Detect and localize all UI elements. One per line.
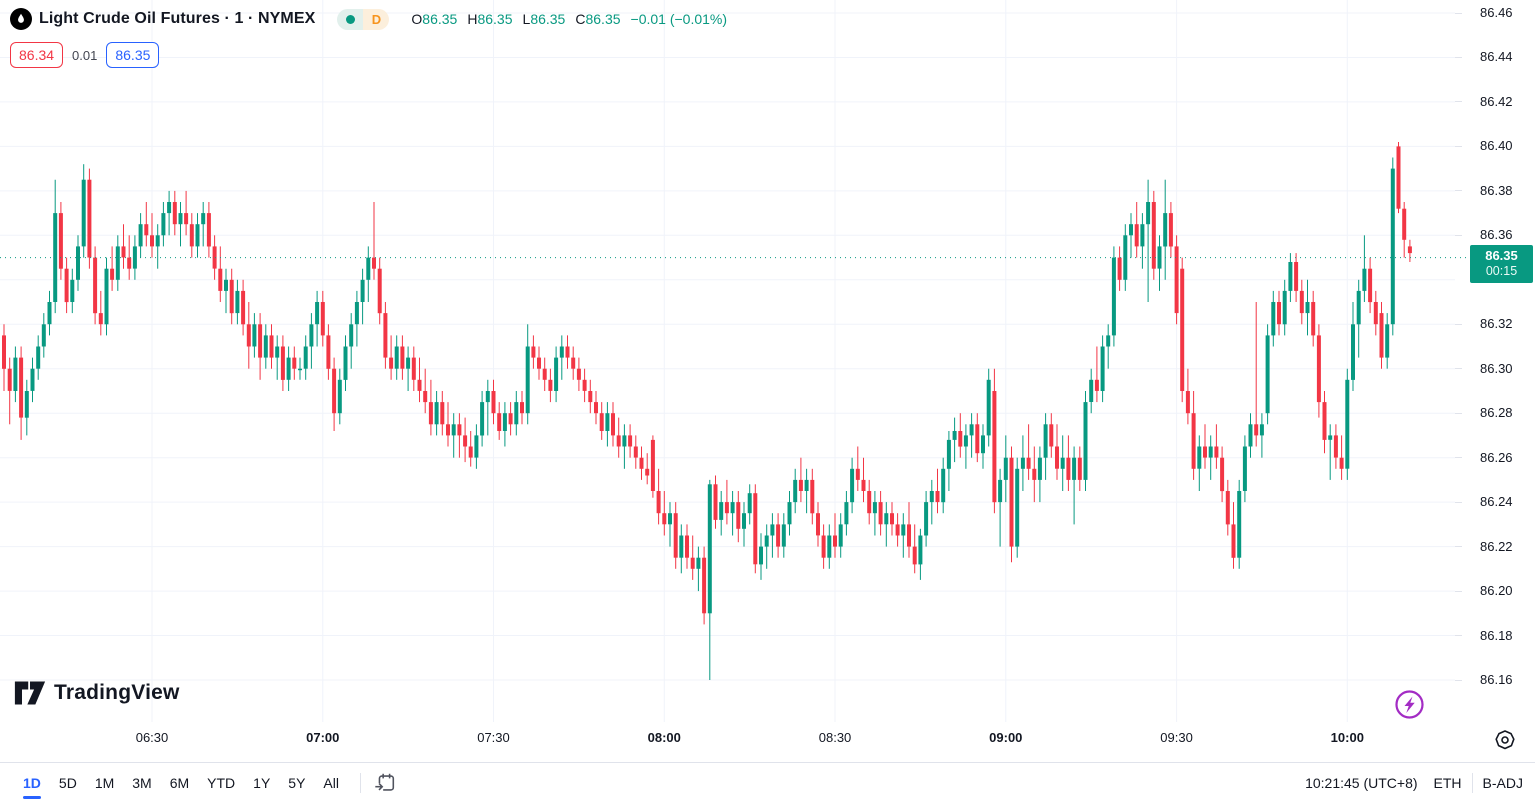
- range-all-button[interactable]: All: [323, 774, 339, 791]
- clock-button[interactable]: 10:21:45 (UTC+8): [1305, 774, 1418, 791]
- price-axis-label: 86.18: [1480, 627, 1513, 643]
- current-price-value: 86.35: [1485, 247, 1518, 263]
- interval-badge[interactable]: D: [363, 8, 390, 30]
- time-axis-label: 09:00: [989, 730, 1023, 745]
- symbol-title[interactable]: Light Crude Oil Futures · 1 · NYMEX: [39, 10, 316, 27]
- bid-price-button[interactable]: 86.34: [10, 42, 64, 68]
- high-value: 86.35: [477, 11, 513, 27]
- open-value: 86.35: [422, 11, 458, 27]
- price-axis-label: 86.30: [1480, 360, 1513, 376]
- price-axis-label: 86.32: [1480, 316, 1513, 332]
- price-axis-label: 86.38: [1480, 182, 1513, 198]
- price-axis-tick: [1455, 635, 1462, 637]
- price-axis-tick: [1455, 56, 1462, 58]
- spread-value: 0.01: [72, 47, 98, 63]
- price-axis-tick: [1455, 234, 1462, 236]
- time-axis-label: 08:00: [647, 730, 681, 745]
- date-range-row: 1D 5D 1M 3M 6M YTD 1Y 5Y All: [0, 769, 399, 799]
- range-1y-button[interactable]: 1Y: [253, 774, 271, 791]
- range-1d-button[interactable]: 1D: [16, 769, 48, 799]
- range-6m-button[interactable]: 6M: [169, 774, 190, 791]
- price-axis-label: 86.44: [1480, 49, 1513, 65]
- range-1m-button[interactable]: 1M: [94, 774, 115, 791]
- price-axis-tick: [1455, 412, 1462, 414]
- price-axis-tick: [1455, 546, 1462, 548]
- price-axis-tick: [1455, 101, 1462, 103]
- price-axis-tick: [1455, 323, 1462, 325]
- time-axis-label: 10:00: [1330, 730, 1364, 745]
- range-5d-button[interactable]: 5D: [58, 774, 77, 791]
- toolbar-divider: [1471, 772, 1473, 793]
- current-price-tag[interactable]: 86.35 00:15: [1470, 244, 1533, 283]
- footer-right: 10:21:45 (UTC+8) ETH B-ADJ: [1305, 772, 1535, 793]
- price-axis-tick: [1455, 501, 1462, 503]
- toolbar-divider: [359, 772, 361, 793]
- price-axis-tick: [1455, 12, 1462, 14]
- tradingview-glyph-icon: [14, 681, 46, 705]
- tradingview-logo-text: TradingView: [54, 681, 180, 704]
- close-label: C: [575, 11, 586, 27]
- price-axis-label: 86.22: [1480, 538, 1513, 554]
- price-axis-tick: [1455, 590, 1462, 592]
- go-to-date-button[interactable]: [371, 770, 399, 796]
- range-5y-button[interactable]: 5Y: [288, 774, 306, 791]
- session-eth-button[interactable]: ETH: [1433, 774, 1462, 791]
- change-value: −0.01 (−0.01%): [630, 11, 728, 27]
- price-axis-label: 86.20: [1480, 583, 1513, 599]
- price-axis-tick: [1455, 457, 1462, 459]
- price-axis-label: 86.46: [1480, 5, 1513, 20]
- price-axis[interactable]: 86.35 00:15 86.46 86.44 86.42 86.40 86.38 86.…: [1455, 0, 1535, 760]
- price-axis-tick: [1455, 679, 1462, 681]
- lightning-mode-button[interactable]: [1394, 689, 1425, 720]
- open-label: O: [411, 11, 423, 27]
- tradingview-logo[interactable]: TradingView: [14, 680, 180, 706]
- price-axis-label: 86.26: [1480, 449, 1513, 465]
- market-open-dot-icon[interactable]: [337, 8, 364, 30]
- range-3m-button[interactable]: 3M: [132, 774, 152, 791]
- low-value: 86.35: [530, 11, 566, 27]
- range-ytd-button[interactable]: YTD: [207, 774, 236, 791]
- price-axis-tick: [1455, 190, 1462, 192]
- bottom-toolbar: 1D 5D 1M 3M 6M YTD 1Y 5Y All 10:21:45 (UTC+8) ET…: [0, 762, 1535, 802]
- high-label: H: [467, 11, 478, 27]
- price-axis-label: 86.24: [1480, 494, 1513, 510]
- adjustment-badj-button[interactable]: B-ADJ: [1482, 774, 1523, 791]
- price-axis-label: 86.36: [1480, 227, 1513, 243]
- ask-price-button[interactable]: 86.35: [106, 42, 160, 68]
- oil-drop-icon: [10, 8, 32, 30]
- time-axis-label: 07:00: [306, 730, 340, 745]
- time-axis-label: 08:30: [818, 730, 852, 745]
- price-axis-label: 86.40: [1480, 138, 1513, 154]
- price-scale-settings-icon[interactable]: [1494, 729, 1516, 751]
- time-axis[interactable]: 06:30 07:00 07:30 08:00 08:30 09:00 09:30 10:00: [0, 724, 1535, 760]
- time-axis-label: 09:30: [1160, 730, 1193, 745]
- price-axis-label: 86.28: [1480, 405, 1513, 421]
- time-axis-label: 06:30: [135, 730, 169, 745]
- price-axis-tick: [1455, 368, 1462, 370]
- low-label: L: [522, 11, 531, 27]
- price-axis-label: 86.42: [1480, 93, 1513, 109]
- price-axis-label: 86.16: [1480, 672, 1513, 687]
- price-axis-tick: [1455, 145, 1462, 147]
- ohlc-readout: O 86.35 H 86.35 L 86.35 C 86.35 −0.01 (−0.01…: [411, 11, 727, 27]
- close-value: 86.35: [585, 11, 621, 27]
- time-axis-label: 07:30: [477, 730, 510, 745]
- market-status-pills: D: [337, 8, 390, 30]
- bar-countdown: 00:15: [1485, 263, 1518, 278]
